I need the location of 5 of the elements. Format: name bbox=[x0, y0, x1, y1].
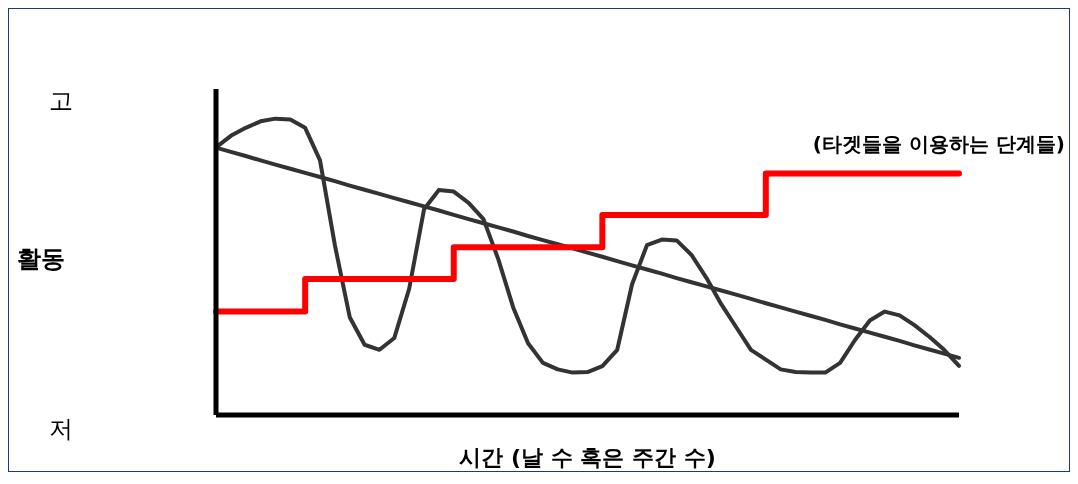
x-axis-title: 시간 (날 수 혹은 주간 수) bbox=[459, 445, 716, 470]
text: 활동 bbox=[17, 244, 65, 275]
series-label: (타겟들을 이용하는 단계들) bbox=[812, 132, 1065, 157]
text: 저 bbox=[49, 414, 73, 445]
text: 고 bbox=[49, 86, 73, 117]
